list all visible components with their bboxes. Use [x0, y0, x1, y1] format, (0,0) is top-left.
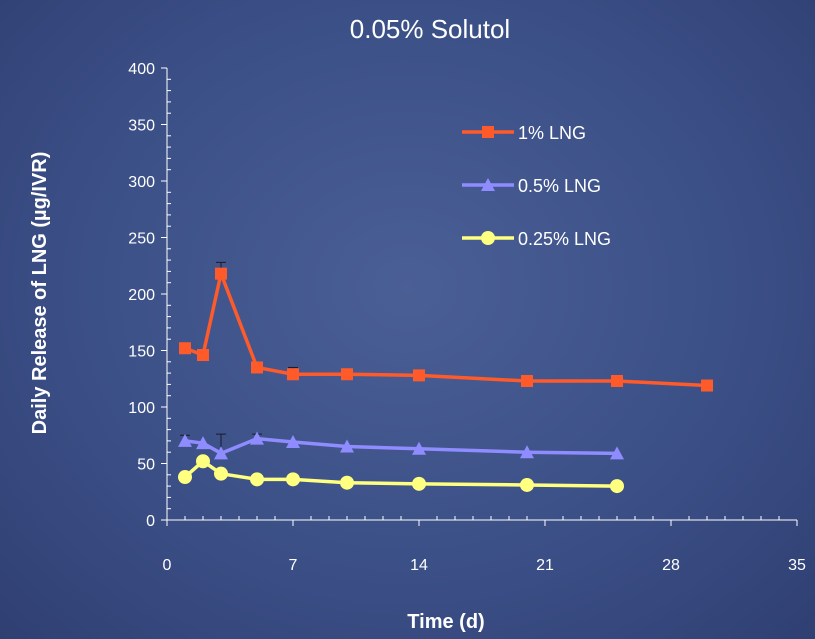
data-point — [196, 436, 210, 450]
x-axis-label: Time (d) — [407, 611, 484, 633]
data-point — [340, 475, 354, 490]
legend-item-2: 0.25% LNG — [462, 229, 611, 249]
data-point — [286, 472, 300, 487]
series-0 — [179, 261, 713, 392]
legend: 1% LNG 0.5% LNG 0.25% LNG — [462, 123, 611, 249]
data-point — [412, 476, 426, 491]
plot-area — [178, 261, 713, 494]
x-tick-label: 35 — [788, 557, 806, 574]
data-point — [611, 375, 623, 388]
series-line — [184, 436, 618, 456]
data-point — [215, 267, 227, 280]
legend-marker — [481, 231, 495, 245]
data-point — [214, 466, 228, 481]
y-tick-label: 50 — [137, 457, 155, 474]
x-tick-label: 21 — [536, 557, 554, 574]
data-point — [250, 472, 264, 487]
legend-marker — [482, 126, 494, 138]
y-tick-label: 0 — [146, 513, 155, 530]
series-1 — [178, 431, 624, 460]
data-point — [178, 470, 192, 485]
y-tick-label: 350 — [128, 118, 155, 135]
data-point — [251, 361, 263, 374]
x-tick-label: 0 — [163, 557, 172, 574]
data-point — [250, 431, 264, 445]
data-point — [413, 369, 425, 382]
series-2 — [178, 454, 624, 494]
data-point — [340, 439, 354, 453]
data-point — [214, 446, 228, 460]
y-tick-label: 150 — [128, 344, 155, 361]
data-point — [610, 479, 624, 494]
data-point — [520, 477, 534, 492]
y-tick-label: 200 — [128, 287, 155, 304]
x-tick-label: 28 — [662, 557, 680, 574]
data-point — [179, 342, 191, 355]
data-point — [341, 368, 353, 381]
series-line — [183, 459, 618, 488]
chart-title: 0.05% Solutol — [350, 14, 510, 44]
series-line — [184, 271, 708, 388]
data-point — [196, 454, 210, 469]
x-tick-label: 7 — [289, 557, 298, 574]
data-point — [287, 368, 299, 381]
x-tick-label: 14 — [410, 557, 428, 574]
data-point — [286, 435, 300, 449]
data-point — [197, 349, 209, 362]
legend-label: 0.25% LNG — [518, 229, 611, 249]
data-point — [610, 446, 624, 460]
y-tick-label: 400 — [128, 61, 155, 78]
legend-marker — [481, 178, 495, 191]
legend-label: 0.5% LNG — [518, 176, 601, 196]
data-point — [520, 445, 534, 459]
legend-label: 1% LNG — [518, 123, 586, 143]
data-point — [178, 433, 192, 447]
data-point — [521, 375, 533, 388]
axes: 0 50 100 150 200 250 300 350 400 0 7 14 21 28 35 — [128, 61, 806, 574]
y-axis-label: Daily Release of LNG (µg/IVR) — [29, 152, 51, 435]
data-point — [701, 379, 713, 392]
legend-item-0: 1% LNG — [462, 123, 586, 143]
y-tick-label: 100 — [128, 400, 155, 417]
data-point — [412, 441, 426, 455]
y-tick-label: 250 — [128, 231, 155, 248]
y-tick-label: 300 — [128, 174, 155, 191]
legend-item-1: 0.5% LNG — [462, 176, 601, 196]
